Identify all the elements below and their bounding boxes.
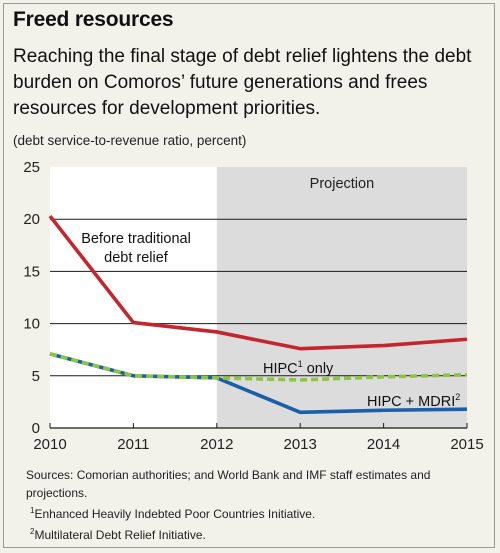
sources-note: Sources: Comorian authorities; and World… [26,468,431,500]
footnote-1-text: Enhanced Heavily Indebted Poor Countries… [34,507,316,521]
series-before-label: Before traditional [81,231,191,247]
footnote-2-text: Multilateral Debt Relief Initiative. [34,528,206,542]
series-before-line [48,214,468,351]
projection-shade [216,167,467,428]
series-hipc-line [49,352,468,382]
x-tick-label: 2013 [284,436,317,453]
y-tick-label: 5 [32,368,40,385]
x-tick-label: 2015 [450,436,483,453]
series-hipc-label: HIPC1 only [263,359,334,377]
notes: Sources: Comorian authorities; and World… [26,466,490,544]
x-tick-label: 2012 [200,436,233,453]
y-tick-label: 20 [23,211,40,228]
series-before-label: debt relief [104,250,169,266]
footnote-2-mark: 2 [30,527,35,536]
chart-subtitle: Reaching the final stage of debt relief … [13,46,472,119]
y-tick-label: 0 [32,420,40,437]
projection-label: Projection [310,176,374,192]
y-tick-label: 10 [23,316,40,333]
chart-title: Freed resources [13,8,174,31]
footnote-1: 1Enhanced Heavily Indebted Poor Countrie… [30,502,490,523]
y-tick-label: 25 [23,159,40,176]
x-tick-label: 2010 [33,436,66,453]
figure-frame [3,3,495,548]
x-tick-label: 2011 [117,436,149,453]
x-tick-label: 2014 [367,436,400,453]
footnote-1-mark: 1 [30,506,35,515]
y-tick-label: 15 [23,263,40,280]
series-mdri-label: HIPC + MDRI2 [367,392,460,410]
unit-label: (debt service-to-revenue ratio, percent) [13,133,247,148]
footnote-2: 2Multilateral Debt Relief Initiative. [30,523,490,544]
